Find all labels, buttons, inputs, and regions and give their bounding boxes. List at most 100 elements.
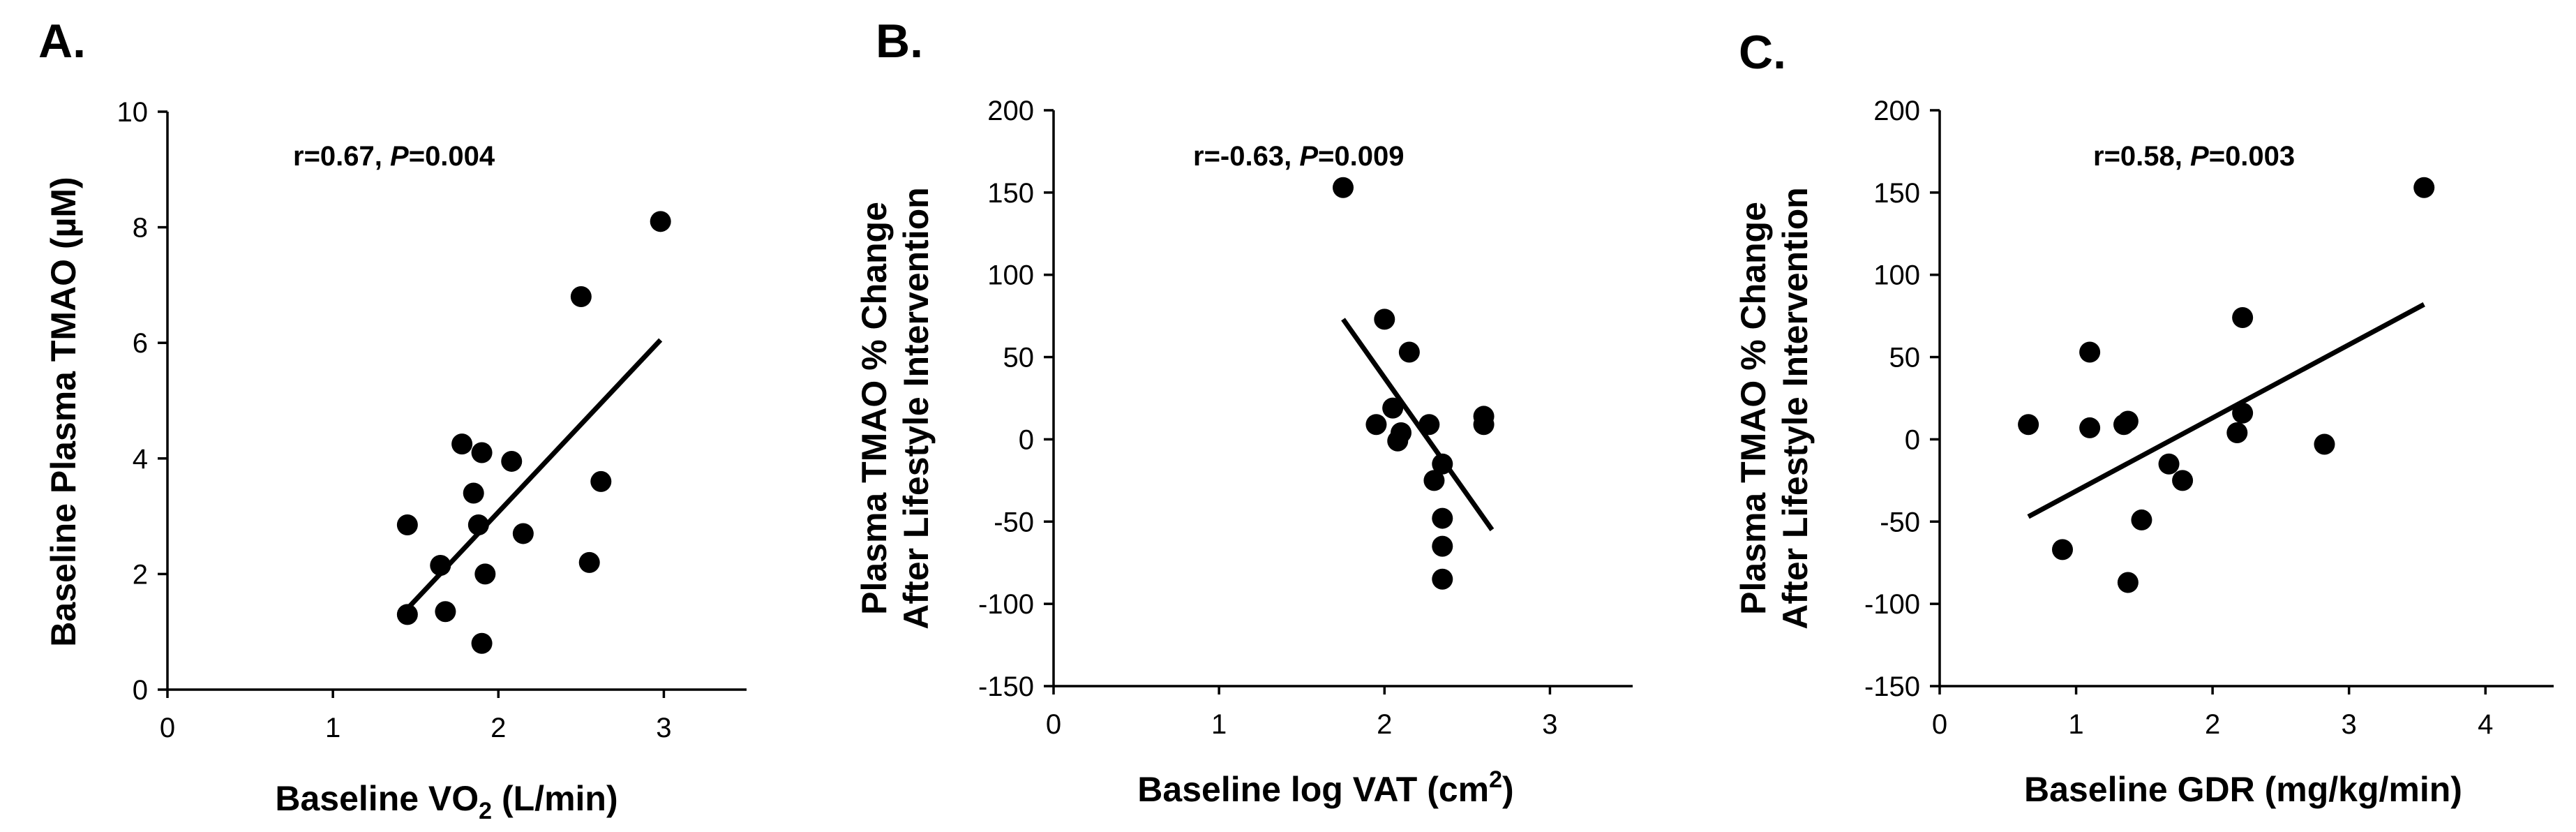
panel-a: A. r=0.67, P=0.004 Baseline Plasma TMAO … — [38, 15, 747, 824]
panel-a-x-tick-label: 1 — [325, 713, 340, 743]
panel-b-data-point — [1423, 470, 1445, 491]
panel-b-x-tick-label: 3 — [1542, 709, 1557, 740]
panel-c-y-axis-title: Plasma TMAO % Change After Lifestyle Int… — [1734, 187, 1815, 629]
panel-c-y-axis-title-line-1: Plasma TMAO % Change — [1734, 202, 1773, 615]
panel-a-y-tick-label: 2 — [133, 559, 148, 590]
panel-b-y-tick-label: -50 — [994, 507, 1034, 537]
panel-c-letter: C. — [1739, 26, 1786, 79]
panel-b-data-point — [1382, 397, 1404, 419]
panel-c-trend-line — [2027, 302, 2425, 519]
panel-b-data-point — [1473, 414, 1495, 436]
panel-a-x-tick-label: 0 — [160, 713, 175, 743]
panel-b: B. r=-0.63, P=0.009 Plasma TMAO % Change… — [855, 15, 1633, 809]
panel-c-data-point — [2131, 509, 2152, 530]
panel-b-x-tick-label: 0 — [1046, 709, 1061, 740]
panel-a-x-axis-title: Baseline VO2 (L/min) — [275, 779, 617, 824]
panel-a-data-point — [451, 433, 473, 455]
panel-b-data-point — [1432, 535, 1453, 557]
panel-c-data-point — [2232, 307, 2254, 328]
panel-c-data-point — [2079, 341, 2101, 363]
panel-b-y-tick-label: 150 — [987, 178, 1034, 209]
panel-b-x-axis-title: Baseline log VAT (cm2) — [1137, 766, 1513, 809]
panel-a-data-point — [578, 551, 600, 573]
panel-a-data-point — [650, 211, 671, 232]
panel-c-data-point — [2117, 410, 2139, 432]
panel-b-trend-line — [1341, 318, 1495, 532]
panel-c-data-point — [2172, 470, 2194, 491]
panel-a-y-axis-title: Baseline Plasma TMAO (µM) — [44, 177, 83, 646]
panel-c-data-point — [2052, 539, 2073, 560]
panel-a-data-point — [501, 450, 523, 472]
panel-c-y-axis-title-line-2: After Lifestyle Intervention — [1776, 187, 1815, 629]
panel-c-x-tick-label: 3 — [2342, 709, 2357, 740]
panel-c-y-tick-label: 100 — [1873, 260, 1920, 291]
panel-a-y-tick-label: 0 — [133, 675, 148, 706]
panel-b-letter: B. — [876, 15, 923, 68]
panel-c-data-point — [2413, 177, 2435, 198]
panel-c-y-tick-label: 200 — [1873, 96, 1920, 126]
panel-c-y-tick-label: -150 — [1864, 671, 1920, 702]
panel-c-data-point — [2079, 417, 2101, 438]
panel-a-data-point — [467, 514, 489, 536]
panel-a-data-point — [474, 563, 496, 585]
panel-b-y-tick-label: 200 — [987, 96, 1034, 126]
panel-a-data-point — [512, 523, 534, 544]
panel-c-x-tick-label: 1 — [2068, 709, 2083, 740]
panel-b-x-tick-label: 2 — [1377, 709, 1392, 740]
panel-b-data-point — [1432, 453, 1453, 475]
panel-a-data-point — [471, 632, 493, 654]
panel-b-data-point — [1374, 309, 1395, 330]
panel-c-x-axis-title: Baseline GDR (mg/kg/min) — [2024, 770, 2462, 809]
panel-a-correlation-annotation: r=0.67, P=0.004 — [293, 141, 495, 172]
panel-a-x-tick-label: 2 — [491, 713, 506, 743]
panel-a-x-tick-label: 3 — [656, 713, 671, 743]
panel-a-y-tick-label: 4 — [133, 444, 148, 475]
panel-c-x-tick-label: 0 — [1932, 709, 1947, 740]
panel-a-y-tick-label: 8 — [133, 213, 148, 244]
panel-a-data-point — [463, 482, 484, 504]
panel-a-y-tick-label: 6 — [133, 328, 148, 359]
panel-c-y-tick-label: 0 — [1905, 424, 1920, 455]
panel-a-data-point — [590, 470, 612, 492]
panel-c-data-point — [2232, 402, 2254, 424]
panel-c-data-point — [2117, 572, 2139, 593]
panel-b-y-tick-label: 100 — [987, 260, 1034, 291]
panel-b-data-point — [1432, 507, 1453, 529]
panel-c-y-tick-label: 150 — [1873, 178, 1920, 209]
panel-b-data-point — [1432, 568, 1453, 590]
panel-c-y-tick-label: -50 — [1880, 507, 1920, 537]
panel-c-data-point — [2314, 433, 2335, 455]
panel-a-data-point — [396, 514, 418, 536]
panel-b-data-point — [1391, 422, 1411, 443]
panel-c: C. r=0.58, P=0.003 Plasma TMAO % Change … — [1734, 26, 2554, 809]
panel-c-y-tick-label: -100 — [1864, 589, 1920, 620]
panel-a-data-point — [570, 285, 592, 307]
panel-c-x-tick-label: 4 — [2478, 709, 2493, 740]
panel-a-y-tick-label: 10 — [117, 97, 149, 128]
panel-c-y-tick-label: 50 — [1889, 343, 1921, 373]
panel-c-data-point — [2226, 422, 2248, 443]
panel-b-data-point — [1333, 177, 1354, 198]
panel-a-data-point — [435, 601, 456, 623]
panel-b-y-tick-label: -100 — [978, 589, 1034, 620]
panel-b-x-tick-label: 1 — [1211, 709, 1227, 740]
panel-b-y-axis-title-line-1: Plasma TMAO % Change — [855, 202, 894, 615]
panel-b-data-point — [1365, 414, 1387, 436]
panel-c-correlation-annotation: r=0.58, P=0.003 — [2093, 141, 2295, 172]
panel-a-data-point — [430, 554, 451, 576]
panel-c-data-point — [2158, 453, 2180, 475]
panel-c-x-tick-label: 2 — [2205, 709, 2220, 740]
panel-b-correlation-annotation: r=-0.63, P=0.009 — [1193, 141, 1404, 172]
panel-b-y-tick-label: -150 — [978, 671, 1034, 702]
panel-a-data-point — [396, 604, 418, 625]
panel-b-y-tick-label: 50 — [1003, 343, 1035, 373]
panel-b-data-point — [1398, 341, 1420, 363]
panel-b-data-point — [1418, 414, 1440, 436]
panel-b-y-tick-label: 0 — [1019, 424, 1034, 455]
panel-a-data-point — [471, 442, 493, 463]
panel-a-letter: A. — [38, 15, 86, 68]
panel-c-data-point — [2018, 414, 2039, 436]
panel-b-y-axis-title-line-2: After Lifestyle Intervention — [897, 187, 936, 629]
panel-b-y-axis-title: Plasma TMAO % Change After Lifestyle Int… — [855, 187, 936, 629]
